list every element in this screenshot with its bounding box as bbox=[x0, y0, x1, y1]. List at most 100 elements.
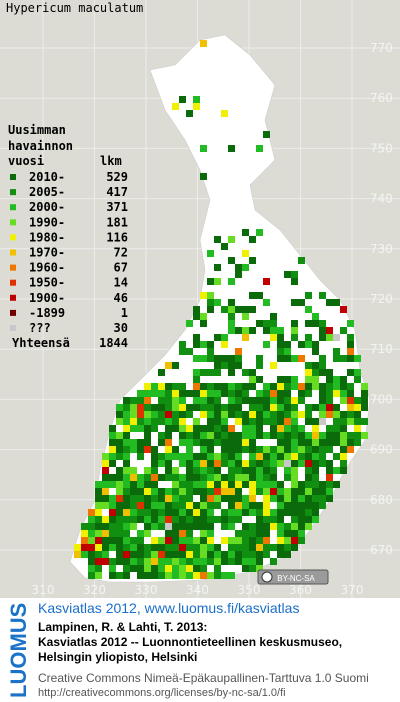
cell bbox=[354, 369, 361, 376]
cell bbox=[340, 467, 347, 474]
cell bbox=[242, 313, 249, 320]
cell bbox=[235, 418, 242, 425]
cell bbox=[235, 411, 242, 418]
cell bbox=[74, 551, 81, 558]
cell bbox=[186, 348, 193, 355]
cell bbox=[305, 376, 312, 383]
cell bbox=[284, 439, 291, 446]
cell bbox=[242, 446, 249, 453]
cell bbox=[242, 481, 249, 488]
cell bbox=[165, 516, 172, 523]
cell bbox=[277, 495, 284, 502]
cell bbox=[354, 404, 361, 411]
cell bbox=[228, 509, 235, 516]
cell bbox=[186, 474, 193, 481]
cell bbox=[305, 439, 312, 446]
y-tick-label: 730 bbox=[370, 242, 393, 256]
cell bbox=[298, 341, 305, 348]
cell bbox=[158, 495, 165, 502]
cell bbox=[249, 236, 256, 243]
cell bbox=[179, 509, 186, 516]
cell bbox=[284, 404, 291, 411]
legend-total-label: Yhteensä bbox=[12, 336, 70, 350]
cell bbox=[95, 495, 102, 502]
cell bbox=[214, 362, 221, 369]
cell bbox=[221, 110, 228, 117]
cell bbox=[95, 523, 102, 530]
cell bbox=[207, 558, 214, 565]
cell bbox=[361, 383, 368, 390]
cell bbox=[144, 467, 151, 474]
cell bbox=[249, 446, 256, 453]
cell bbox=[291, 376, 298, 383]
cell bbox=[116, 530, 123, 537]
cell bbox=[326, 404, 333, 411]
cell bbox=[263, 390, 270, 397]
cell bbox=[130, 418, 137, 425]
y-tick-label: 700 bbox=[370, 392, 393, 406]
cell bbox=[305, 488, 312, 495]
cell bbox=[214, 551, 221, 558]
cell bbox=[277, 446, 284, 453]
cell bbox=[207, 383, 214, 390]
cell bbox=[88, 530, 95, 537]
cell bbox=[319, 460, 326, 467]
cell bbox=[256, 397, 263, 404]
cell bbox=[102, 544, 109, 551]
cell bbox=[130, 551, 137, 558]
cell bbox=[137, 404, 144, 411]
cell bbox=[277, 453, 284, 460]
cell bbox=[137, 509, 144, 516]
cell bbox=[200, 390, 207, 397]
cell bbox=[242, 334, 249, 341]
cell bbox=[319, 488, 326, 495]
cell bbox=[186, 432, 193, 439]
cell bbox=[284, 467, 291, 474]
atlas-link[interactable]: Kasviatlas 2012, www.luomus.fi/kasviatla… bbox=[38, 600, 299, 616]
cell bbox=[256, 474, 263, 481]
badge-text: BY-NC-SA bbox=[277, 574, 315, 583]
legend-column: vuosi bbox=[8, 154, 44, 168]
cell bbox=[228, 278, 235, 285]
cell bbox=[312, 474, 319, 481]
y-tick-label: 740 bbox=[370, 192, 393, 206]
cell bbox=[172, 453, 179, 460]
cell bbox=[249, 327, 256, 334]
cell bbox=[158, 488, 165, 495]
cell bbox=[312, 425, 319, 432]
cell bbox=[179, 551, 186, 558]
cell bbox=[193, 383, 200, 390]
cell bbox=[319, 439, 326, 446]
cell bbox=[130, 516, 137, 523]
cell bbox=[340, 446, 347, 453]
cell bbox=[270, 488, 277, 495]
cell bbox=[298, 530, 305, 537]
cell bbox=[228, 495, 235, 502]
cell bbox=[193, 544, 200, 551]
cell bbox=[298, 355, 305, 362]
cell bbox=[277, 502, 284, 509]
cell bbox=[186, 439, 193, 446]
cell bbox=[312, 481, 319, 488]
cell bbox=[277, 334, 284, 341]
cell bbox=[207, 572, 214, 579]
cell bbox=[326, 397, 333, 404]
cell bbox=[179, 474, 186, 481]
cell bbox=[123, 509, 130, 516]
cell bbox=[347, 334, 354, 341]
cell bbox=[95, 551, 102, 558]
cell bbox=[235, 530, 242, 537]
cell bbox=[200, 453, 207, 460]
cell bbox=[277, 460, 284, 467]
cell bbox=[137, 397, 144, 404]
legend-swatch bbox=[10, 325, 16, 331]
cell bbox=[200, 495, 207, 502]
cell bbox=[347, 355, 354, 362]
cell bbox=[305, 509, 312, 516]
cell bbox=[130, 565, 137, 572]
cell bbox=[200, 523, 207, 530]
cell bbox=[165, 390, 172, 397]
cell bbox=[186, 404, 193, 411]
cell bbox=[102, 551, 109, 558]
cell bbox=[221, 411, 228, 418]
